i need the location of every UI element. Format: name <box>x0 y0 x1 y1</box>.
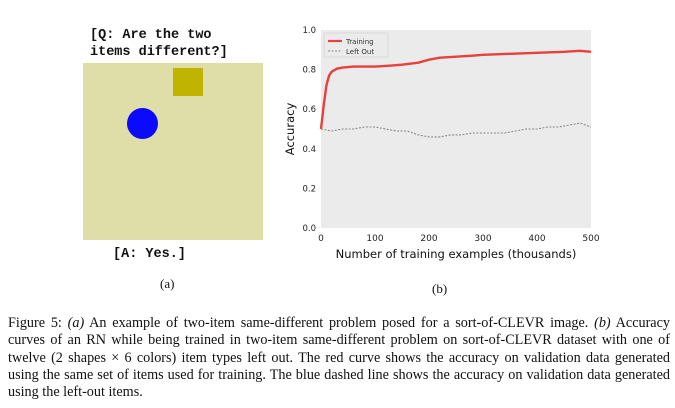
sort-of-clevr-scene <box>83 63 263 240</box>
x-tick-label: 500 <box>582 234 599 244</box>
caption-prefix: Figure 5: <box>8 315 68 331</box>
figure-caption: Figure 5: (a) An example of two-item sam… <box>8 315 670 401</box>
series-line-left-out <box>320 122 592 138</box>
accuracy-chart: 0.0 0.2 0.4 0.6 0.8 1.0 0 100 200 300 400 500 Number… <box>283 26 600 261</box>
y-tick-label: 1.0 <box>302 26 316 36</box>
x-tick-label: 400 <box>528 234 545 244</box>
y-axis-label: Accuracy <box>283 103 297 156</box>
y-tick-label: 0.2 <box>302 184 316 194</box>
x-tick-label: 300 <box>474 234 491 244</box>
panel-b-label: (b) <box>432 281 448 296</box>
series-line-training <box>319 49 592 130</box>
caption-part-b-label: (b) <box>594 315 611 331</box>
blue-circle-object <box>127 108 158 139</box>
figure-panel-a: [Q: Are the two items different?] [A: Ye… <box>0 0 300 300</box>
x-tick-label: 0 <box>318 234 324 244</box>
legend-box <box>323 32 389 58</box>
answer-text: [A: Yes.] <box>113 247 186 262</box>
question-text: [Q: Are the two items different?] <box>90 28 228 60</box>
y-tick-label: 0.8 <box>302 66 316 76</box>
yellow-square-object <box>173 68 203 96</box>
caption-part-a-label: (a) <box>67 315 85 331</box>
panel-a-label: (a) <box>160 276 175 291</box>
legend-entry: Training <box>345 38 374 46</box>
x-axis-label: Number of training examples (thousands) <box>336 247 577 261</box>
y-tick-label: 0.0 <box>302 224 316 234</box>
x-tick-label: 200 <box>420 234 437 244</box>
legend-entry: Left Out <box>346 48 374 56</box>
y-tick-label: 0.6 <box>302 105 316 115</box>
x-tick-label: 100 <box>366 234 383 244</box>
caption-part-b-text: Accuracy curves of an RN while being tra… <box>8 315 670 401</box>
y-tick-label: 0.4 <box>302 145 316 155</box>
caption-part-a-text: An example of two-item same-different pr… <box>84 315 595 331</box>
plot-background <box>321 30 591 228</box>
